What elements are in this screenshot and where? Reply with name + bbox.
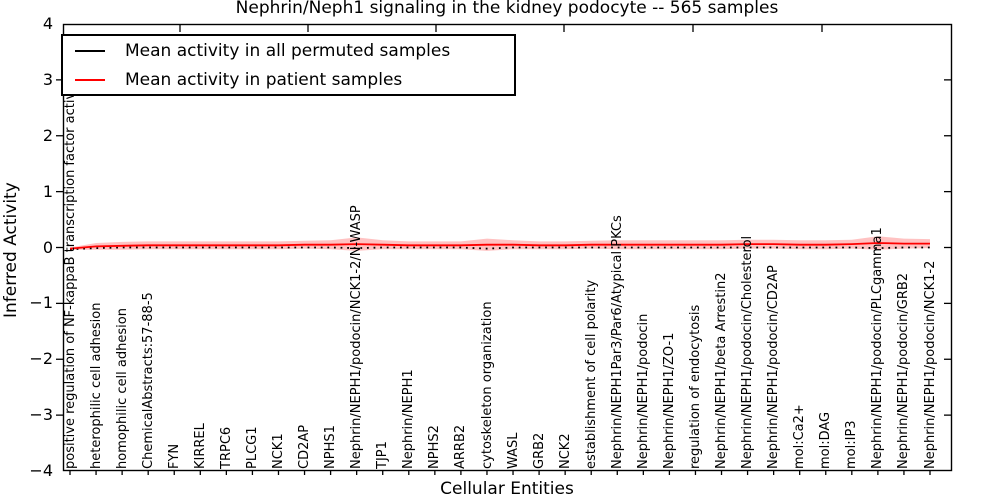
legend: Mean activity in all permuted samples Me… <box>61 34 516 96</box>
x-tick-label: Nephrin/NEPH1/podocin/GRB2 <box>896 272 912 469</box>
x-tick-label: TJP1 <box>375 441 391 469</box>
x-tick-label: GRB2 <box>531 432 547 469</box>
x-tick-label: Nephrin/NEPH1 <box>401 369 417 469</box>
legend-line-sample-patient <box>75 78 105 81</box>
legend-item-label: Mean activity in all permuted samples <box>125 40 451 61</box>
x-tick-label: NCK2 <box>557 433 573 469</box>
x-tick-label: NCK1 <box>271 433 286 469</box>
x-tick-label: FYN <box>166 443 182 469</box>
y-tick-label: −1 <box>29 293 53 313</box>
x-tick-label: NPHS2 <box>427 425 443 469</box>
x-tick-label: TRPC6 <box>218 426 234 469</box>
x-tick-label: PLCG1 <box>244 426 260 469</box>
x-tick-label: ChemicalAbstracts:57-88-5 <box>140 292 156 469</box>
x-tick-label: Nephrin/NEPH1/ZO-1 <box>661 332 677 469</box>
x-tick-label: establishment of cell polarity <box>583 279 599 469</box>
x-tick-label: KIRREL <box>192 423 208 469</box>
x-axis-label: Cellular Entities <box>440 479 574 499</box>
y-tick-label: −2 <box>29 349 53 369</box>
x-tick-label: Nephrin/NEPH1/podocin/PLCgamma1 <box>870 227 886 469</box>
x-tick-label: Nephrin/NEPH1/podocin/Cholesterol <box>740 235 756 469</box>
x-tick-label: WASL <box>505 432 521 469</box>
legend-line-sample-permuted <box>75 49 105 52</box>
permuted-line <box>69 246 930 251</box>
x-tick-label: homophilic cell adhesion <box>114 308 130 469</box>
y-tick-label: −3 <box>29 405 53 425</box>
y-tick-label: 1 <box>42 181 53 201</box>
x-tick-label: Nephrin/NEPH1/podocin/NCK1-2 <box>922 260 938 469</box>
confidence-band <box>70 236 930 251</box>
chart-title: Nephrin/Neph1 signaling in the kidney po… <box>235 0 779 18</box>
x-tick-label: regulation of endocytosis <box>688 304 703 469</box>
x-tick-label: mol:IP3 <box>844 420 860 469</box>
x-tick-label: Nephrin/NEPH1/podocin/CD2AP <box>766 265 782 469</box>
patient-line <box>69 242 930 250</box>
y-tick-label: −4 <box>29 461 53 480</box>
y-tick-label: 0 <box>42 237 53 257</box>
x-tick-label: mol:DAG <box>818 411 834 469</box>
x-tick-label: Nephrin/NEPH1/beta Arrestin2 <box>714 272 729 470</box>
legend-item: Mean activity in patient samples <box>63 65 514 94</box>
x-tick-label: heterophilic cell adhesion <box>88 302 104 470</box>
legend-item-label: Mean activity in patient samples <box>125 69 403 90</box>
x-tick-label: cytoskeleton organization <box>479 301 495 469</box>
x-tick-label: ARRB2 <box>453 424 469 469</box>
legend-item: Mean activity in all permuted samples <box>63 36 514 65</box>
y-tick-label: 4 <box>42 14 53 33</box>
y-tick-label: 2 <box>42 125 53 145</box>
plot-border <box>62 23 953 472</box>
x-tick-label: mol:Ca2+ <box>792 404 808 469</box>
x-tick-label: Nephrin/NEPH1Par3/Par6/Atypical PKCs <box>609 215 625 469</box>
x-tick-label: NPHS1 <box>323 425 339 469</box>
x-tick-label: CD2AP <box>297 424 312 469</box>
x-tick-label: Nephrin/NEPH1/podocin/NCK1-2/N-WASP <box>349 205 365 469</box>
y-tick-label: 3 <box>42 69 53 89</box>
x-tick-label: positive regulation of NF-kappaB transcr… <box>62 75 78 469</box>
x-tick-label: Nephrin/NEPH1/podocin <box>635 313 651 469</box>
